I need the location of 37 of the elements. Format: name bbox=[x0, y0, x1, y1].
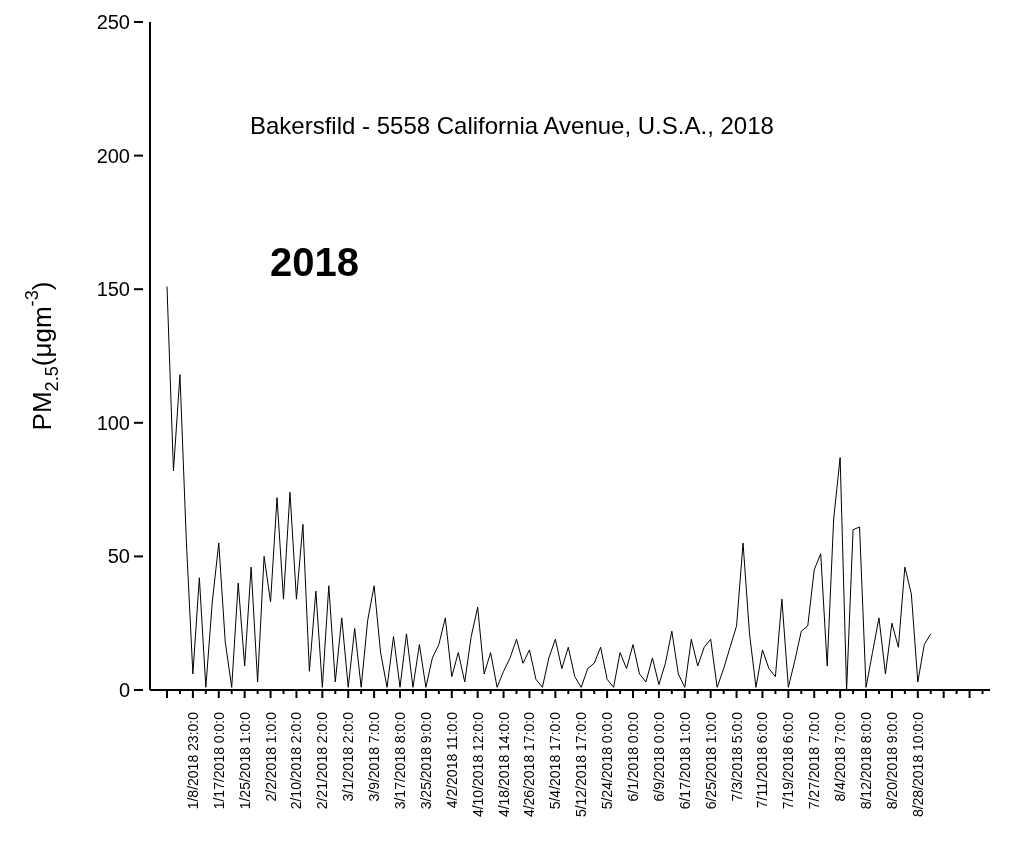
y-tick-label: 100 bbox=[96, 411, 130, 434]
y-tick-label: 0 bbox=[118, 679, 130, 701]
y-tick-label: 50 bbox=[107, 545, 130, 568]
x-tick-label: 7/27/2018 7:0:0 bbox=[806, 711, 823, 810]
y-tick-label: 150 bbox=[96, 278, 130, 301]
annotation: 2018 bbox=[270, 240, 359, 285]
x-tick-label: 6/9/2018 0:0:0 bbox=[650, 711, 667, 802]
x-tick-label: 3/17/2018 8:0:0 bbox=[392, 711, 408, 810]
y-tick-label: 250 bbox=[96, 11, 130, 33]
x-tick-label: 4/26/2018 17:0:0 bbox=[521, 711, 538, 818]
x-tick-label: 1/25/2018 1:0:0 bbox=[236, 711, 253, 810]
x-tick-label: 2/10/2018 2:0:0 bbox=[288, 711, 305, 810]
x-tick-label: 7/3/2018 5:0:0 bbox=[728, 711, 745, 802]
x-tick-label: 3/1/2018 2:0:0 bbox=[340, 711, 357, 802]
x-tick-label: 5/4/2018 17:0:0 bbox=[547, 711, 564, 810]
x-tick-label: 6/1/2018 0:0:0 bbox=[625, 711, 642, 802]
x-tick-label: 2/2/2018 1:0:0 bbox=[262, 711, 279, 802]
x-tick-label: 8/12/2018 8:0:0 bbox=[858, 711, 875, 810]
x-tick-label: 8/20/2018 9:0:0 bbox=[883, 711, 900, 810]
x-tick-label: 4/18/2018 14:0:0 bbox=[495, 711, 512, 818]
x-tick-label: 3/9/2018 7:0:0 bbox=[366, 711, 383, 802]
x-tick-label: 7/19/2018 6:0:0 bbox=[780, 711, 797, 810]
x-tick-label: 8/28/2018 10:0:0 bbox=[909, 711, 926, 818]
x-tick-label: 5/24/2018 0:0:0 bbox=[599, 711, 616, 810]
x-tick-label: 8/4/2018 7:0:0 bbox=[832, 711, 849, 802]
x-tick-label: 7/11/2018 6:0:0 bbox=[754, 711, 771, 809]
x-tick-label: 5/12/2018 17:0:0 bbox=[573, 711, 590, 818]
y-tick-label: 200 bbox=[96, 144, 130, 167]
x-tick-label: 1/17/2018 0:0:0 bbox=[210, 711, 227, 810]
x-tick-label: 3/25/2018 9:0:0 bbox=[417, 711, 434, 810]
x-tick-label: 4/2/2018 11:0:0 bbox=[443, 711, 460, 809]
x-tick-label: 4/10/2018 12:0:0 bbox=[469, 711, 486, 818]
x-tick-label: 6/25/2018 1:0:0 bbox=[702, 711, 719, 810]
text: Bakersfild - 5558 California Avenue, U.S.A., 2018 bbox=[250, 112, 774, 140]
x-tick-label: 2/21/2018 2:0:0 bbox=[314, 711, 331, 810]
x-tick-label: 6/17/2018 1:0:0 bbox=[676, 711, 693, 810]
x-tick-label: 1/8/2018 23:0:0 bbox=[184, 711, 201, 810]
